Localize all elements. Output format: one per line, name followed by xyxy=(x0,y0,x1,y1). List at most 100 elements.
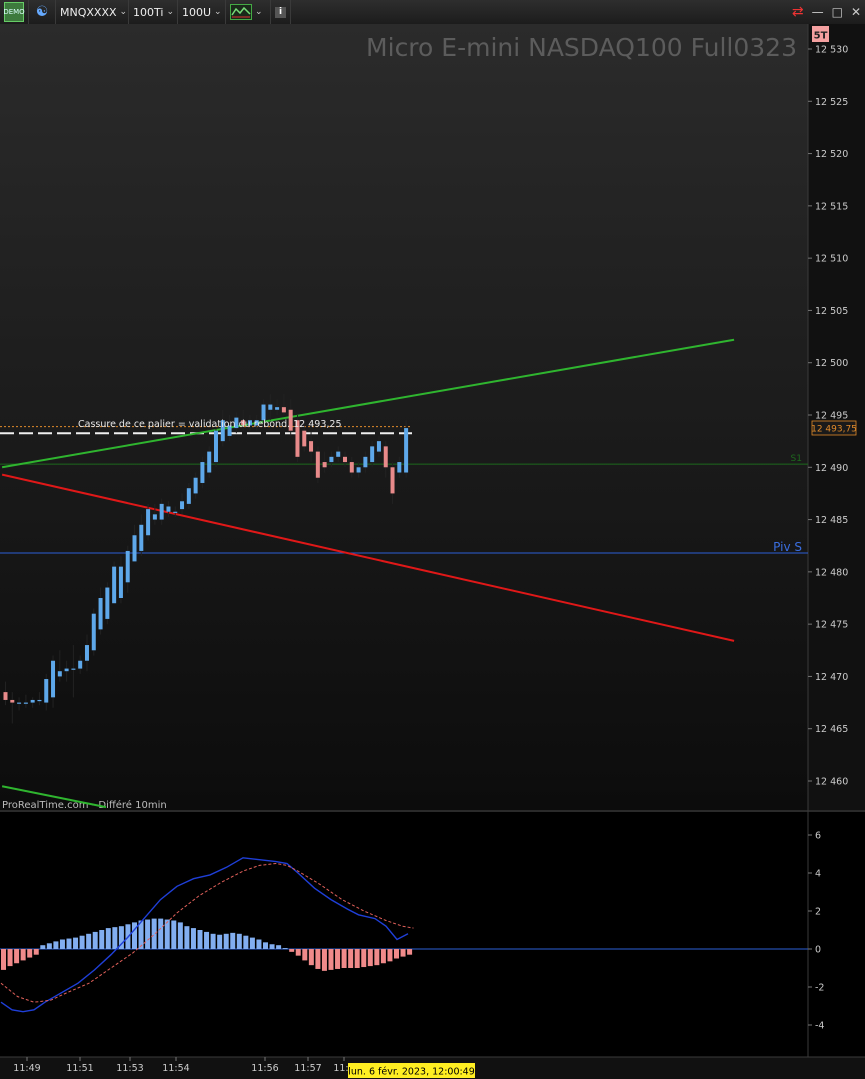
time-tick-label: 11:54 xyxy=(162,1063,189,1074)
macd-histogram-bar xyxy=(210,933,216,949)
crosshair-label-background xyxy=(348,1063,475,1078)
interval-selector[interactable]: 100Ti ⌄ xyxy=(129,0,178,24)
candle-body xyxy=(173,511,178,513)
macd-histogram-bar xyxy=(86,933,92,949)
candle-body xyxy=(295,420,300,457)
candle-body xyxy=(315,451,320,478)
price-tick-label: 12 500 xyxy=(815,358,848,369)
macd-histogram-bar xyxy=(1,949,6,970)
price-tick-label: 12 460 xyxy=(815,777,848,788)
macd-histogram-bar xyxy=(145,919,151,949)
candle-body xyxy=(159,503,164,520)
candle-body xyxy=(254,420,259,426)
maximize-icon[interactable]: □ xyxy=(831,5,843,19)
price-tick-label: 12 515 xyxy=(815,201,848,212)
macd-histogram-bar xyxy=(105,928,111,949)
macd-histogram-bar xyxy=(33,949,39,955)
demo-icon: DEMO xyxy=(3,2,25,22)
macd-histogram-bar xyxy=(27,949,33,958)
macd-histogram-bar xyxy=(20,949,26,961)
candle-body xyxy=(302,430,307,447)
timeframe-badge[interactable]: 5T xyxy=(814,31,828,42)
candle-body xyxy=(132,535,137,562)
minimize-icon[interactable]: — xyxy=(811,5,824,19)
macd-histogram-bar xyxy=(66,938,72,949)
demo-badge[interactable]: DEMO xyxy=(0,0,29,24)
macd-histogram-bar xyxy=(204,931,210,949)
macd-tick-label: 0 xyxy=(815,945,821,956)
macd-histogram-bar xyxy=(217,934,223,949)
chevron-down-icon: ⌄ xyxy=(255,7,263,17)
macd-histogram-bar xyxy=(302,949,308,961)
link-button[interactable]: ☯ xyxy=(29,0,56,24)
macd-histogram-bar xyxy=(46,943,52,949)
watermark: ProRealTime.com - Différé 10min xyxy=(2,799,167,811)
candle-body xyxy=(78,660,83,669)
time-tick-label: 11:57 xyxy=(294,1063,321,1074)
price-tick-label: 12 480 xyxy=(815,567,848,578)
macd-histogram xyxy=(1,918,413,971)
candle-body xyxy=(105,587,110,619)
candle-body xyxy=(84,645,89,661)
macd-histogram-bar xyxy=(282,948,288,950)
price-tick-label: 12 470 xyxy=(815,672,848,683)
candle-body xyxy=(118,566,123,598)
macd-histogram-bar xyxy=(321,949,327,971)
price-tick-label: 12 530 xyxy=(815,45,848,56)
candle-body xyxy=(397,462,402,473)
macd-histogram-bar xyxy=(367,949,373,967)
candles xyxy=(3,394,409,724)
candle-body xyxy=(166,506,171,512)
macd-histogram-bar xyxy=(92,931,98,949)
macd-histogram-bar xyxy=(335,949,341,969)
macd-histogram-bar xyxy=(171,920,177,949)
candle-body xyxy=(349,462,354,473)
candle-body xyxy=(288,409,293,431)
candle-body xyxy=(51,660,56,698)
macd-histogram-bar xyxy=(236,933,242,949)
units-selector[interactable]: 100U ⌄ xyxy=(178,0,226,24)
units-label: 100U xyxy=(182,5,212,19)
macd-histogram-bar xyxy=(190,928,196,949)
macd-histogram-bar xyxy=(249,937,255,949)
candle-body xyxy=(356,467,361,473)
macd-histogram-bar xyxy=(407,949,413,955)
candle-body xyxy=(139,524,144,551)
macd-histogram-bar xyxy=(256,939,262,949)
time-tick-label: 11:51 xyxy=(66,1063,93,1074)
candle-body xyxy=(336,451,341,457)
candle-body xyxy=(57,671,62,677)
macd-tick-label: 2 xyxy=(815,907,821,918)
price-axis-background xyxy=(808,24,865,810)
macd-histogram-bar xyxy=(118,926,124,949)
chart-style-selector[interactable]: ⌄ xyxy=(226,0,271,24)
candle-body xyxy=(207,451,212,473)
candle-body xyxy=(10,699,15,703)
macd-tick-label: -2 xyxy=(815,983,824,994)
macd-histogram-bar xyxy=(151,918,157,949)
candle-body xyxy=(193,477,198,494)
candle-body xyxy=(213,430,218,463)
macd-histogram-bar xyxy=(328,949,334,970)
macd-tick-label: 4 xyxy=(815,869,821,880)
price-tick-label: 12 465 xyxy=(815,724,848,735)
price-tick-label: 12 520 xyxy=(815,149,848,160)
close-icon[interactable]: ✕ xyxy=(850,5,861,19)
candle-body xyxy=(241,420,246,426)
macd-histogram-bar xyxy=(7,949,13,967)
indicator-axis-background xyxy=(808,812,865,1057)
macd-histogram-bar xyxy=(269,944,275,949)
price-tick-label: 12 510 xyxy=(815,254,848,265)
price-tick-label: 12 490 xyxy=(815,463,848,474)
macd-histogram-bar xyxy=(184,926,190,949)
info-button[interactable]: i xyxy=(271,0,291,24)
candle-body xyxy=(17,702,22,704)
macd-histogram-bar xyxy=(361,949,367,968)
symbol-selector[interactable]: MNQXXXX ⌄ xyxy=(56,0,129,24)
window-controls: ⇄ — □ ✕ xyxy=(792,0,861,24)
timeframe-badge-background[interactable] xyxy=(812,26,829,42)
sync-icon[interactable]: ⇄ xyxy=(791,4,804,20)
info-label: i xyxy=(278,7,283,17)
macd-histogram-bar xyxy=(276,945,282,949)
interval-label: 100Ti xyxy=(133,5,164,19)
